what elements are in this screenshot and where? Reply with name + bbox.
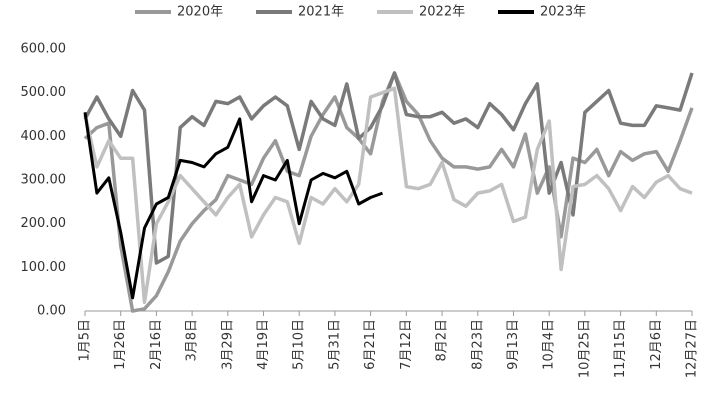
series-line: [83, 112, 384, 300]
x-tick-label: 5月10日: [292, 319, 307, 370]
x-tick-label: 1月5日: [78, 319, 93, 362]
x-tick-label: 12月6日: [649, 319, 664, 370]
x-tick-label: 11月15日: [613, 319, 628, 378]
x-tick-label: 3月8日: [185, 319, 200, 362]
legend-label: 2021年: [298, 5, 344, 20]
series-line: [83, 71, 694, 265]
y-tick-label: 400.00: [21, 129, 67, 144]
x-tick-label: 2月16日: [149, 319, 164, 370]
y-tick-label: 500.00: [21, 85, 67, 100]
x-tick-label: 1月26日: [113, 319, 128, 370]
x-tick-label: 12月27日: [685, 319, 700, 378]
x-tick-label: 10月4日: [542, 319, 557, 370]
x-tick-label: 8月2日: [435, 319, 450, 362]
legend-label: 2020年: [177, 5, 223, 20]
x-tick-label: 8月23日: [470, 319, 485, 370]
y-tick-label: 100.00: [21, 260, 67, 275]
x-tick-label: 6月21日: [363, 319, 378, 370]
x-tick-label: 9月13日: [506, 319, 521, 370]
legend-label: 2022年: [419, 5, 465, 20]
x-tick-label: 7月12日: [399, 319, 414, 370]
x-tick-label: 3月29日: [220, 319, 235, 370]
series-line: [83, 71, 694, 313]
legend-label: 2023年: [540, 5, 586, 20]
x-tick-label: 5月31日: [327, 319, 342, 370]
y-tick-label: 0.00: [37, 304, 66, 319]
x-tick-label: 4月19日: [256, 319, 271, 370]
x-tick-label: 10月25日: [577, 319, 592, 378]
y-tick-label: 300.00: [21, 173, 67, 188]
series-line: [83, 86, 693, 305]
y-tick-label: 600.00: [21, 42, 67, 57]
y-tick-label: 200.00: [21, 216, 67, 231]
